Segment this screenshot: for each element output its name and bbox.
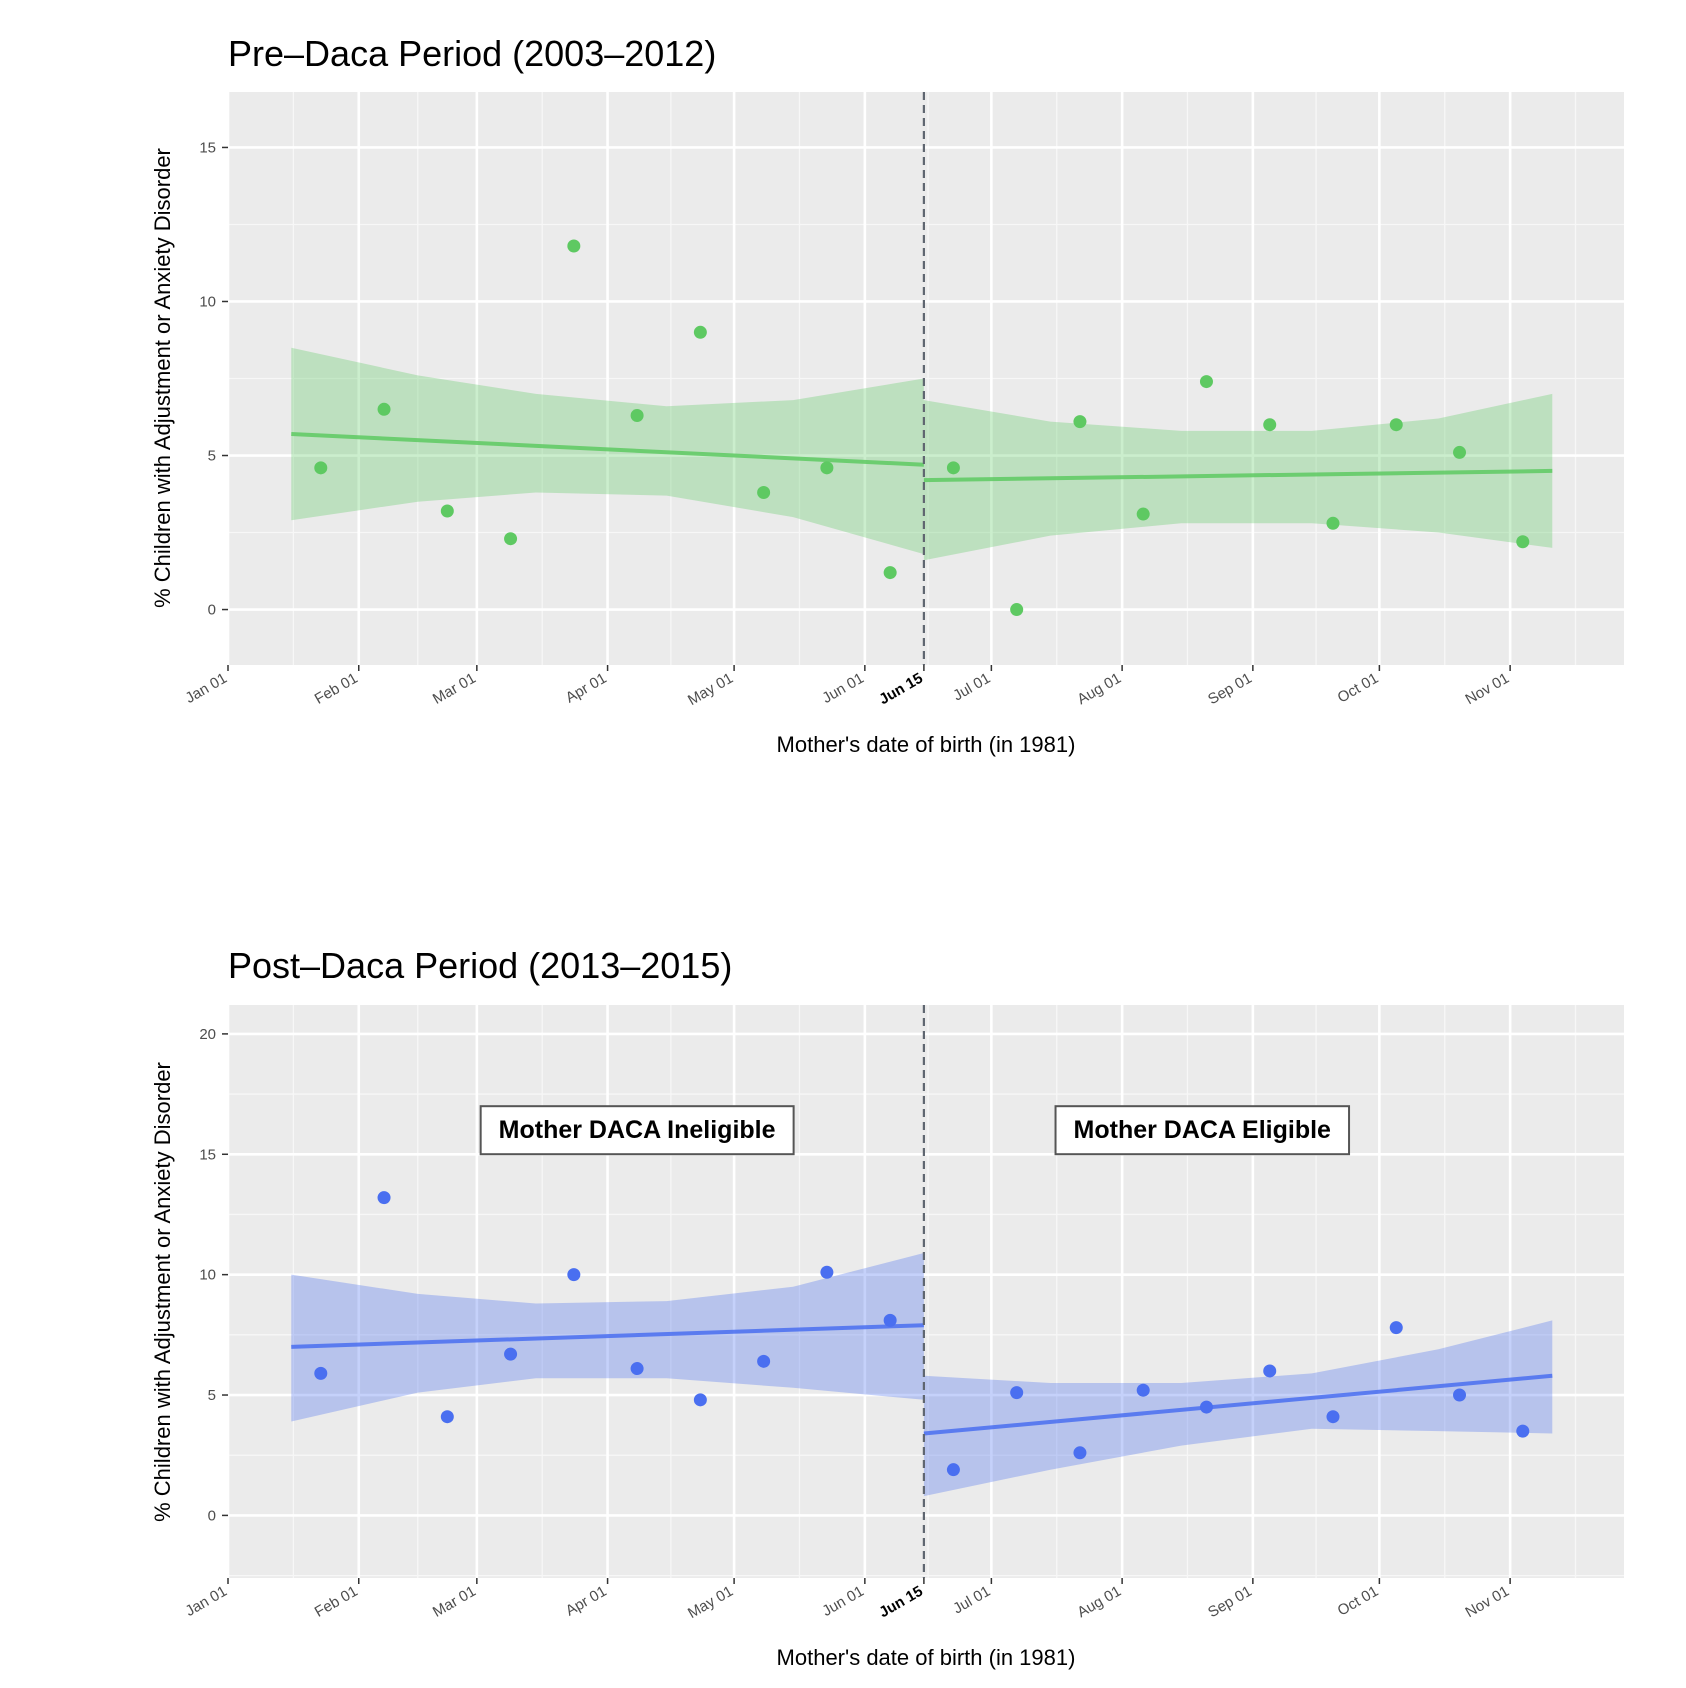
x-tick-label: May 01 — [685, 1583, 736, 1622]
y-tick-label: 15 — [199, 1146, 216, 1163]
fit-line — [291, 1323, 924, 1349]
data-point — [693, 1393, 707, 1407]
fit-line — [291, 431, 924, 467]
data-point — [883, 566, 897, 580]
data-point — [1516, 535, 1530, 549]
x-tick-label: Jul 01 — [950, 1583, 993, 1618]
x-tick-label: Mar 01 — [430, 1583, 479, 1621]
y-axis-title: % Children with Adjustment or Anxiety Di… — [150, 1062, 175, 1522]
annotation-text: Mother DACA Eligible — [1074, 1116, 1332, 1144]
pre-daca-chart: Pre–Daca Period (2003–2012) 0 5 10 15 Jan 0… — [150, 33, 1624, 757]
data-point — [504, 532, 518, 546]
data-point — [567, 1268, 581, 1282]
x-tick-label: Sep 01 — [1205, 1583, 1255, 1621]
data-point — [757, 1354, 771, 1368]
y-tick-label: 20 — [199, 1026, 216, 1043]
data-point — [1326, 1410, 1340, 1424]
data-point — [1263, 418, 1277, 432]
data-point — [377, 1191, 391, 1205]
data-point — [1073, 1446, 1087, 1460]
data-point — [1453, 1388, 1467, 1402]
x-axis-title: Mother's date of birth (in 1981) — [777, 1645, 1076, 1670]
data-point — [567, 239, 581, 253]
data-point — [946, 1463, 960, 1477]
x-tick-label: Oct 01 — [1335, 670, 1382, 707]
data-point — [1199, 375, 1213, 389]
fit-line — [923, 1373, 1553, 1436]
data-point — [1010, 603, 1024, 617]
y-tick-label: 5 — [208, 1387, 216, 1404]
data-point — [314, 461, 328, 475]
data-point — [1263, 1364, 1277, 1378]
data-point — [1516, 1424, 1530, 1438]
plot-panel — [228, 1005, 1624, 1578]
data-point — [820, 461, 834, 475]
x-tick-label: Aug 01 — [1074, 670, 1124, 708]
chart-title: Pre–Daca Period (2003–2012) — [228, 33, 716, 74]
x-tick-label: Sep 01 — [1205, 670, 1255, 708]
x-tick-label: Nov 01 — [1462, 670, 1512, 708]
data-point — [1136, 1383, 1150, 1397]
data-point — [757, 485, 771, 499]
x-tick-label: Jan 01 — [182, 1583, 230, 1620]
x-tick-label: Aug 01 — [1074, 1583, 1124, 1621]
post-daca-chart: Post–Daca Period (2013–2015) Mother DACA… — [150, 945, 1624, 1670]
x-tick-label: Jun 01 — [819, 670, 867, 707]
data-point — [1326, 516, 1340, 530]
y-axis-title: % Children with Adjustment or Anxiety Di… — [150, 148, 175, 608]
data-point — [314, 1366, 328, 1380]
annotation-label: Mother DACA Eligible — [1054, 1105, 1351, 1156]
data-point — [504, 1347, 518, 1361]
chart-title: Post–Daca Period (2013–2015) — [228, 945, 732, 986]
annotation-label: Mother DACA Ineligible — [479, 1105, 795, 1156]
data-point — [630, 1362, 644, 1376]
y-tick-label: 0 — [208, 602, 216, 619]
x-tick-label: Apr 01 — [563, 670, 610, 707]
y-tick-label: 10 — [199, 1267, 216, 1284]
x-tick-label: Jun 15 — [876, 1583, 926, 1621]
data-point — [1199, 1400, 1213, 1414]
x-tick-label: Jul 01 — [950, 670, 993, 705]
x-tick-label: Apr 01 — [563, 1583, 610, 1620]
x-tick-label: May 01 — [685, 670, 736, 709]
x-tick-label: Feb 01 — [312, 1583, 361, 1621]
x-axis-title: Mother's date of birth (in 1981) — [777, 732, 1076, 757]
data-point — [630, 408, 644, 422]
data-point — [377, 402, 391, 416]
y-tick-label: 15 — [199, 139, 216, 156]
data-point — [440, 1410, 454, 1424]
annotation-box — [1054, 1105, 1351, 1156]
data-point — [883, 1313, 897, 1327]
data-point — [820, 1265, 834, 1279]
data-point — [1136, 507, 1150, 521]
x-tick-label: Jun 15 — [876, 670, 926, 708]
data-point — [440, 504, 454, 518]
data-point — [1453, 445, 1467, 459]
annotation-box — [479, 1105, 795, 1156]
data-point — [1073, 415, 1087, 429]
x-tick-label: Jan 01 — [182, 670, 230, 707]
x-tick-label: Feb 01 — [312, 670, 361, 708]
y-tick-label: 10 — [199, 293, 216, 310]
y-tick-label: 5 — [208, 448, 216, 465]
data-point — [1010, 1386, 1024, 1400]
x-tick-label: Mar 01 — [430, 670, 479, 708]
data-point — [1389, 418, 1403, 432]
annotation-text: Mother DACA Ineligible — [499, 1116, 776, 1144]
x-tick-label: Oct 01 — [1335, 1583, 1382, 1620]
data-point — [693, 325, 707, 339]
fit-line — [923, 468, 1553, 483]
y-tick-label: 0 — [208, 1507, 216, 1524]
x-tick-label: Jun 01 — [819, 1583, 867, 1620]
data-point — [946, 461, 960, 475]
data-point — [1389, 1321, 1403, 1335]
x-tick-label: Nov 01 — [1462, 1583, 1512, 1621]
